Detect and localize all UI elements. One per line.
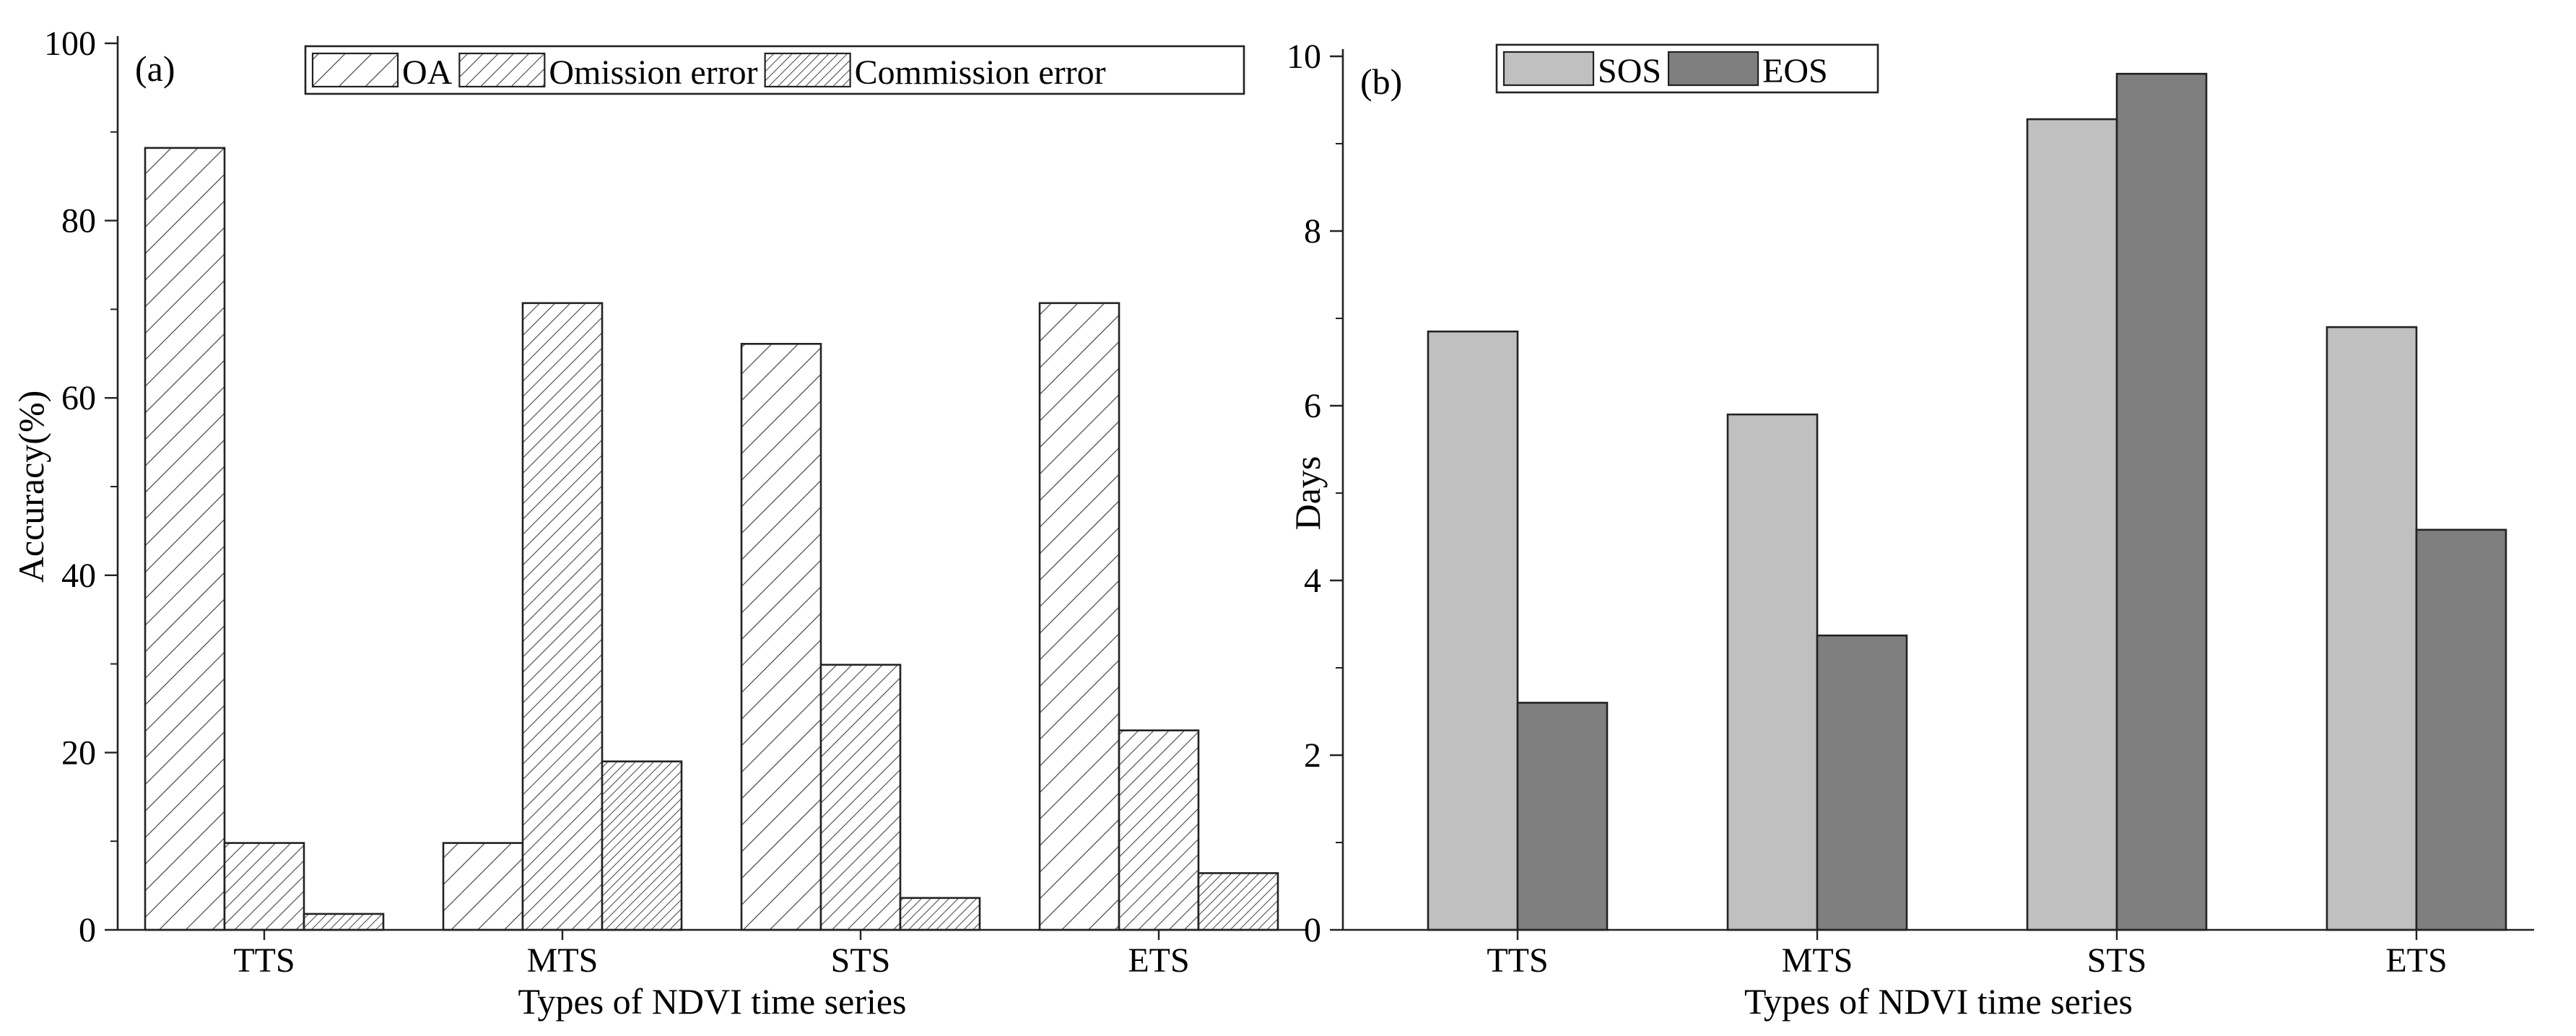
bar-commission-error-sts (899, 897, 981, 931)
y-tick-label: 0 (1304, 911, 1321, 949)
bar-sos-ets (2325, 326, 2418, 931)
x-tick-label-mts: MTS (1782, 941, 1853, 980)
legend-label-sos: SOS (1598, 52, 1661, 90)
panel-label: (b) (1360, 61, 1402, 102)
bar-commission-error-ets (1197, 872, 1279, 931)
y-tick-label: 100 (44, 25, 96, 63)
legend-label-oa: OA (402, 53, 453, 92)
bar-sos-tts (1427, 330, 1519, 931)
y-tick-label: 60 (61, 379, 96, 417)
legend-swatch-sos (1502, 51, 1595, 87)
x-tick-label-ets: ETS (1128, 941, 1189, 980)
bar-oa-mts (442, 842, 524, 931)
bar-commission-error-mts (601, 760, 683, 931)
y-tick-label: 20 (61, 734, 96, 772)
y-tick-label: 0 (79, 911, 96, 949)
bar-sos-mts (1726, 413, 1819, 931)
legend-label-omission-error: Omission error (549, 53, 757, 92)
legend: SOS EOS (1495, 43, 1879, 94)
bar-commission-error-tts (303, 913, 385, 931)
panel-label: (a) (135, 48, 175, 89)
y-tick-label: 6 (1304, 387, 1321, 425)
x-axis-label: Types of NDVI time series (518, 981, 906, 1022)
legend-swatch-omission-error (458, 52, 546, 88)
x-tick-label-tts: TTS (1487, 941, 1548, 980)
y-tick-label: 4 (1304, 562, 1321, 600)
x-tick-label-sts: STS (831, 941, 891, 980)
bar-oa-sts (740, 342, 822, 931)
bar-oa-ets (1038, 302, 1121, 931)
y-tick-label: 10 (1287, 38, 1321, 76)
legend-swatch-oa (311, 52, 399, 88)
legend-swatch-eos (1667, 51, 1759, 87)
x-tick-label-tts: TTS (233, 941, 295, 980)
bar-omission-error-sts (819, 663, 902, 931)
legend: OA Omission error Commission error (304, 45, 1245, 95)
y-tick-label: 40 (61, 557, 96, 595)
bar-sos-sts (2026, 118, 2118, 931)
x-axis-label: Types of NDVI time series (1744, 981, 2133, 1022)
bar-eos-tts (1516, 702, 1609, 931)
panel-a: TTS MTS STS ETS 0 20 40 60 80 100 (a) Types of NDVI… (11, 25, 1307, 1022)
bar-eos-sts (2115, 72, 2208, 931)
y-tick-label: 8 (1304, 212, 1321, 251)
x-tick-label-mts: MTS (527, 941, 599, 980)
y-tick-label: 2 (1304, 736, 1321, 775)
y-tick-label: 80 (61, 202, 96, 240)
y-axis-label: Days (1287, 456, 1328, 531)
bar-eos-mts (1816, 634, 1908, 931)
bar-omission-error-ets (1118, 729, 1200, 931)
y-axis-label: Accuracy(%) (11, 391, 51, 583)
bar-oa-tts (144, 147, 226, 931)
legend-label-commission-error: Commission error (855, 53, 1106, 92)
bar-omission-error-tts (223, 842, 305, 931)
panel-b: TTS MTS STS ETS 0 2 4 6 8 10 (b) Types of NDVI time… (1287, 38, 2534, 1022)
bar-eos-ets (2415, 528, 2507, 931)
x-tick-label-sts: STS (2087, 941, 2147, 980)
legend-label-eos: EOS (1762, 52, 1828, 90)
x-tick-label-ets: ETS (2385, 941, 2447, 980)
legend-swatch-commission-error (764, 52, 851, 88)
bar-omission-error-mts (521, 302, 604, 931)
